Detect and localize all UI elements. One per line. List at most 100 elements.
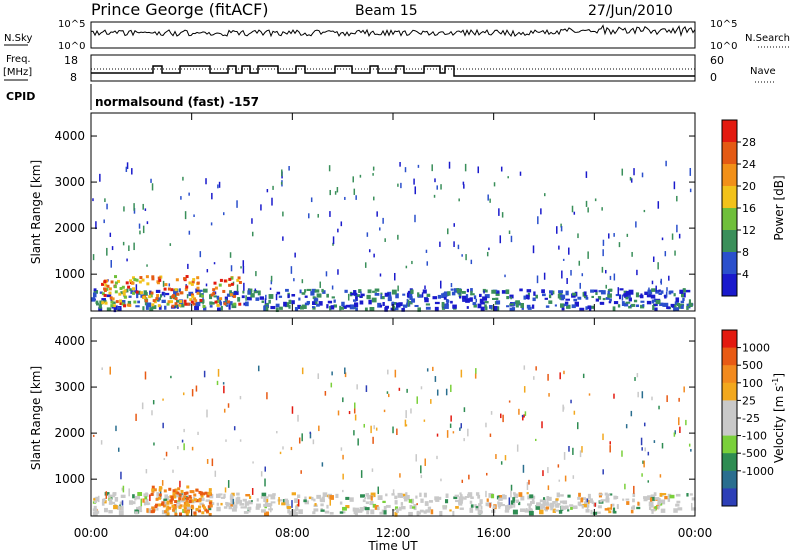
data-cell <box>528 479 530 485</box>
data-cell <box>409 295 413 298</box>
data-cell <box>396 428 398 436</box>
data-cell <box>202 304 206 308</box>
colorbar-tick-label: -25 <box>742 412 760 425</box>
data-cell <box>121 300 126 305</box>
colorbar-swatch <box>722 164 737 187</box>
data-cell <box>272 493 276 496</box>
data-cell <box>326 293 329 298</box>
data-cell <box>331 296 335 299</box>
x-tick-label: 08:00 <box>275 526 310 540</box>
data-cell <box>365 385 368 392</box>
data-cell <box>156 507 159 511</box>
data-cell <box>550 292 554 296</box>
data-cell <box>288 299 292 305</box>
data-cell <box>270 305 276 310</box>
y-tick-label: 4000 <box>54 334 85 348</box>
data-cell <box>631 251 633 257</box>
data-cell <box>230 504 233 507</box>
data-cell <box>447 228 449 235</box>
data-cell <box>636 269 638 276</box>
data-cell <box>248 288 253 292</box>
data-cell <box>111 306 115 309</box>
data-cell <box>491 494 495 499</box>
data-cell <box>179 512 183 516</box>
station-title: Prince George (fitACF) <box>91 0 269 19</box>
data-cell <box>211 192 213 200</box>
data-cell <box>552 508 556 513</box>
data-cell <box>115 300 119 304</box>
data-cell <box>193 511 197 515</box>
data-cell <box>290 446 293 451</box>
data-cell <box>165 451 168 457</box>
data-cell <box>210 222 213 226</box>
data-cell <box>178 505 182 509</box>
data-cell <box>193 498 197 502</box>
data-cell <box>437 294 442 299</box>
data-cell <box>265 302 269 308</box>
colorbar-swatch <box>722 365 737 384</box>
data-cell <box>436 185 438 190</box>
data-cell <box>176 292 180 296</box>
data-cell <box>318 301 323 306</box>
data-cell <box>336 187 339 193</box>
data-cell <box>417 511 421 515</box>
data-cell <box>298 509 303 515</box>
data-cell <box>297 494 301 499</box>
data-cell <box>609 298 612 302</box>
data-cell <box>452 304 457 309</box>
data-cell <box>417 307 421 312</box>
data-cell <box>353 430 355 436</box>
data-cell <box>299 305 304 310</box>
data-cell <box>198 505 202 509</box>
nsearch-label: N.Search <box>745 33 790 44</box>
data-cell <box>342 305 347 309</box>
data-cell <box>121 302 125 306</box>
data-cell <box>587 305 592 310</box>
colorbar-swatch <box>722 470 737 489</box>
data-cell <box>462 181 465 185</box>
data-cell <box>374 288 380 292</box>
data-cell <box>267 494 273 497</box>
data-cell <box>394 307 399 311</box>
data-cell <box>364 507 370 511</box>
data-cell <box>304 500 310 505</box>
data-cell <box>466 288 470 293</box>
data-cell <box>186 506 192 510</box>
data-cell <box>486 498 489 502</box>
data-cell <box>544 193 546 197</box>
data-cell <box>613 301 619 305</box>
data-cell <box>653 303 658 307</box>
data-cell <box>579 450 582 458</box>
data-cell <box>161 291 165 296</box>
data-cell <box>608 493 613 496</box>
data-cell <box>278 497 280 505</box>
data-cell <box>93 505 97 510</box>
data-cell <box>650 504 654 508</box>
data-cell <box>554 509 560 512</box>
data-cell <box>198 490 202 494</box>
data-cell <box>340 447 343 451</box>
data-cell <box>149 494 151 502</box>
data-cell <box>399 473 401 478</box>
data-cell <box>426 293 431 297</box>
data-cell <box>673 181 676 190</box>
data-cell <box>458 500 463 504</box>
data-cell <box>589 498 593 503</box>
data-cell <box>172 489 176 493</box>
data-cell <box>574 301 579 307</box>
data-cell <box>245 301 249 307</box>
data-cell <box>376 211 378 217</box>
data-cell <box>196 276 200 280</box>
data-cell <box>648 293 652 296</box>
data-cell <box>570 269 572 276</box>
data-cell <box>288 304 291 309</box>
data-cell <box>164 292 170 296</box>
data-cell <box>653 440 656 443</box>
data-cell <box>264 478 266 487</box>
data-cell <box>208 512 212 516</box>
data-cell <box>300 470 302 474</box>
data-cell <box>179 300 183 304</box>
data-cell <box>291 509 296 513</box>
data-cell <box>279 451 282 455</box>
